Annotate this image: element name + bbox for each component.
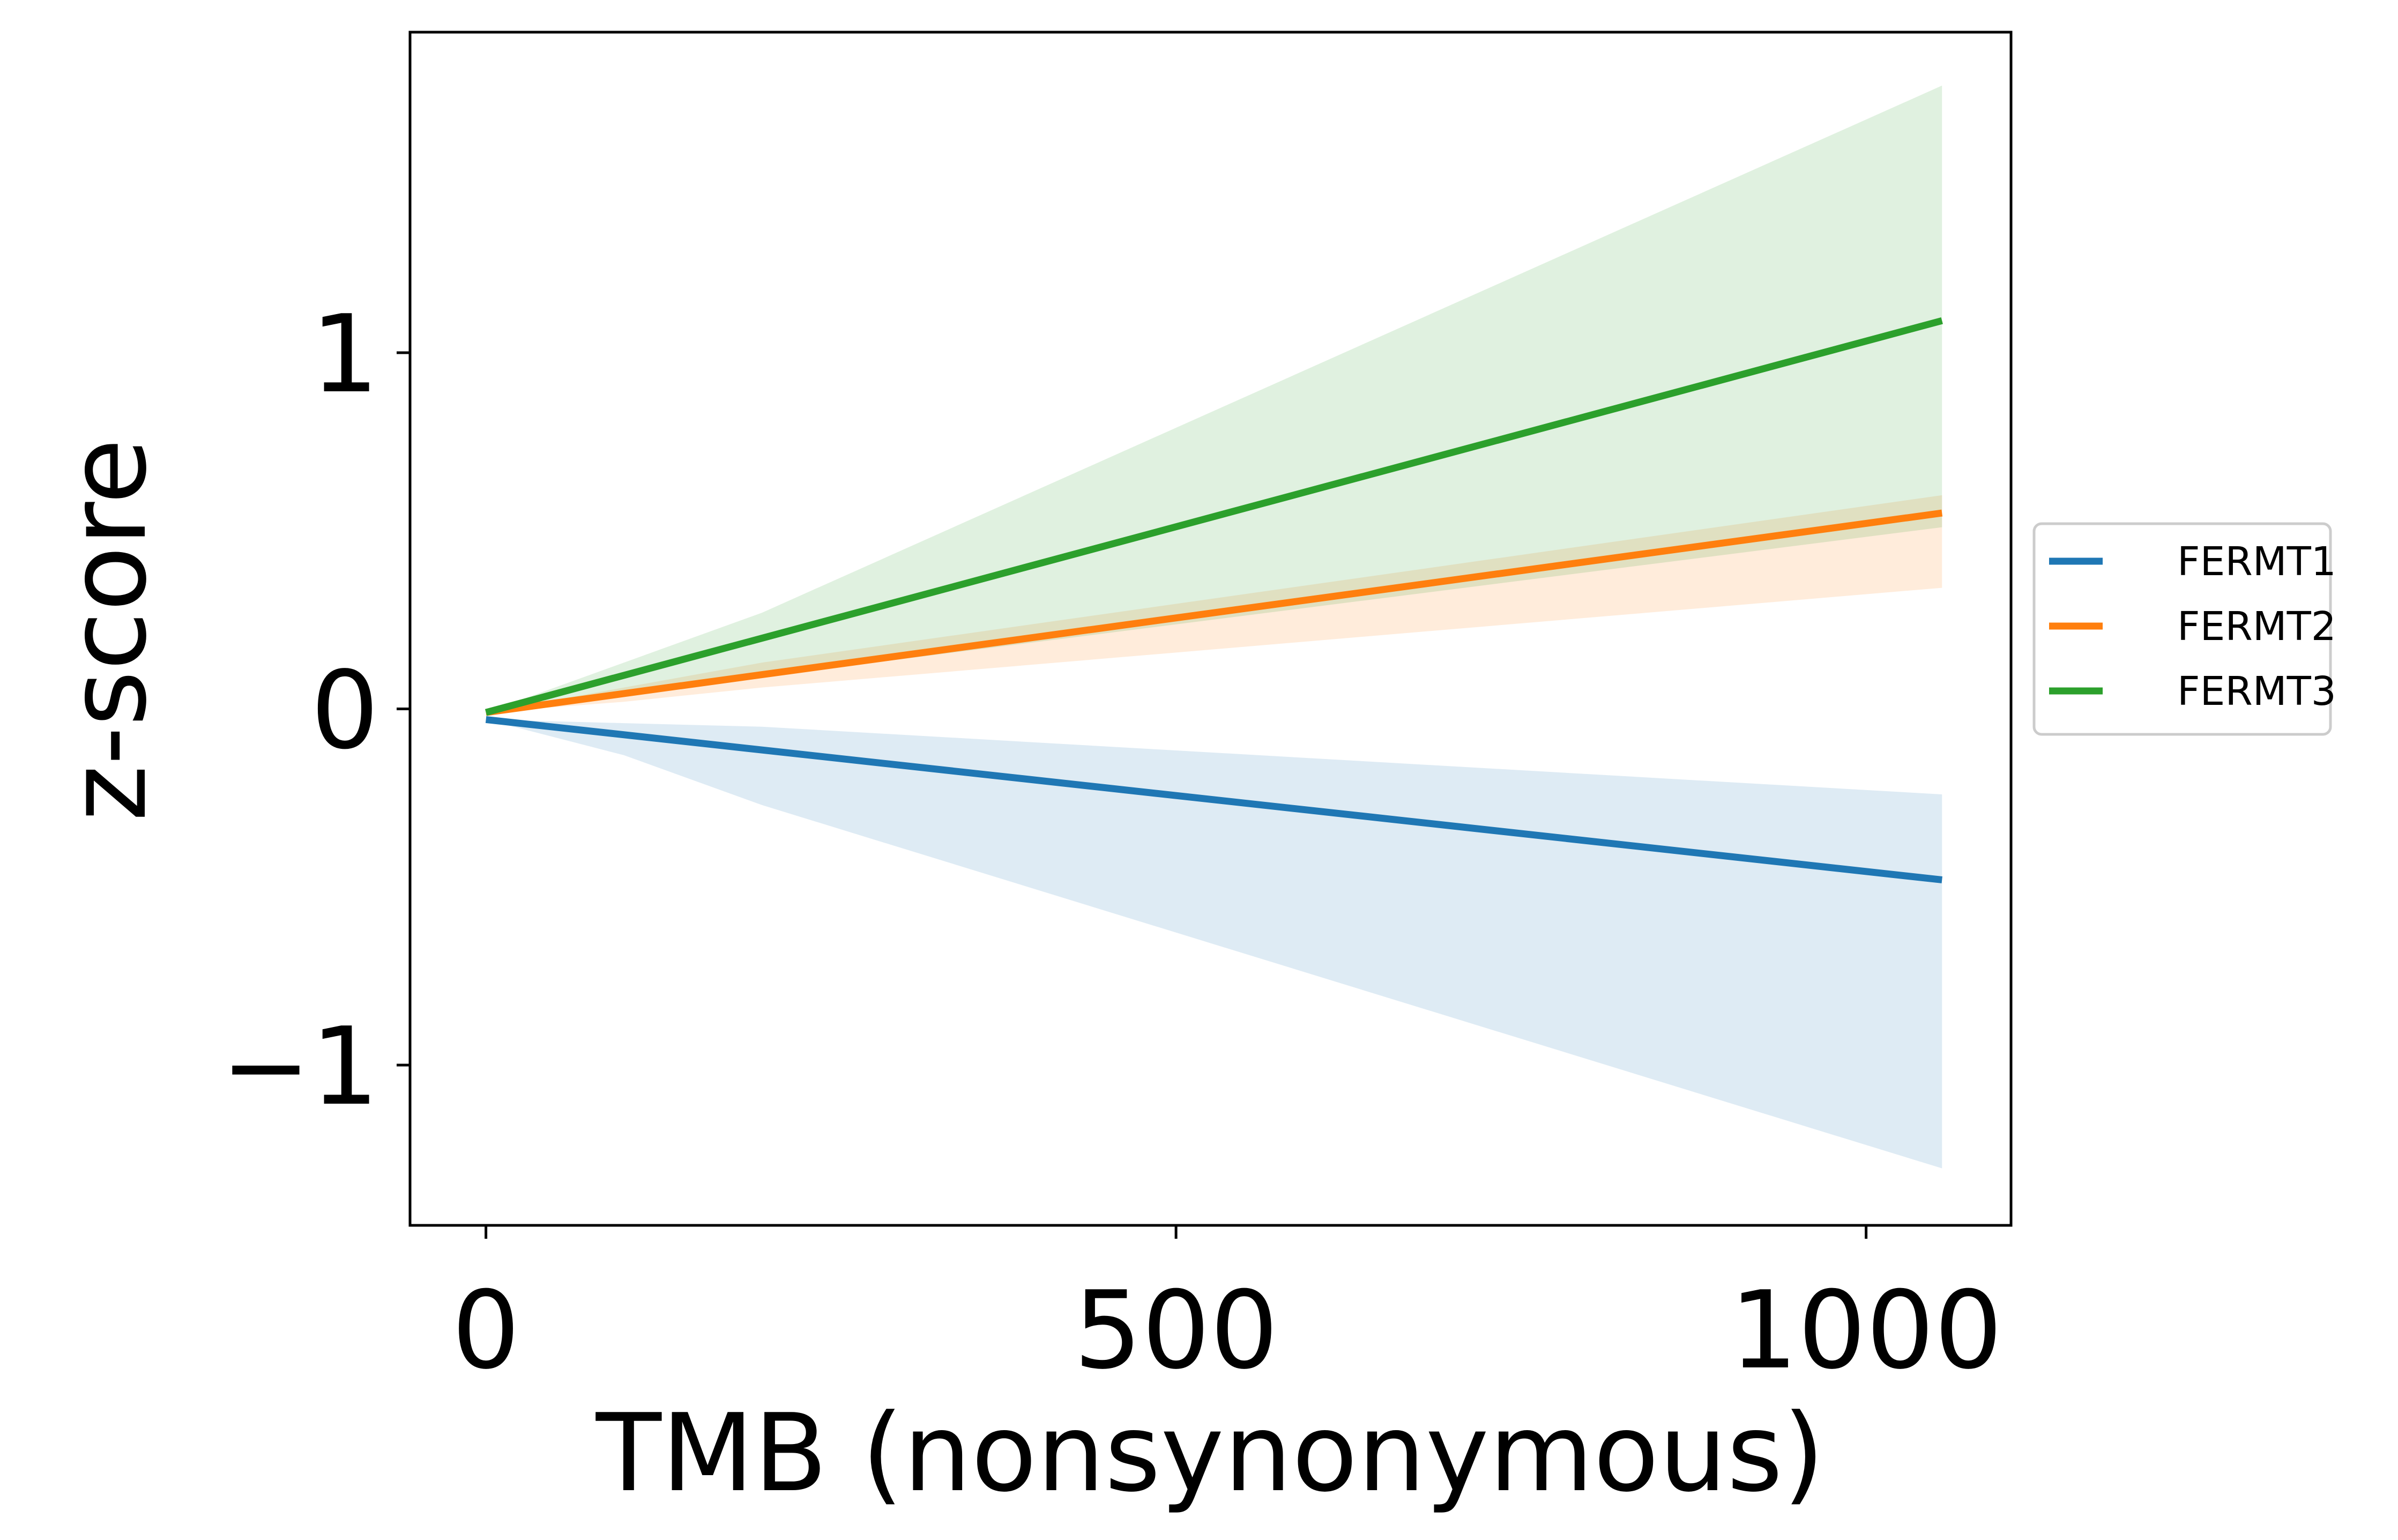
series-lines xyxy=(485,317,1943,883)
legend-label-fermt2: FERMT2 xyxy=(2177,604,2336,650)
band-fermt3 xyxy=(486,85,1942,713)
x-tick-label: 1000 xyxy=(1730,1268,2002,1393)
legend: FERMT1 FERMT2 FERMT3 xyxy=(2032,522,2336,736)
series-line-fermt2 xyxy=(485,509,1943,716)
x-tick-label: 0 xyxy=(452,1268,520,1393)
y-tick-label: 0 xyxy=(311,649,379,773)
legend-label-fermt1: FERMT1 xyxy=(2177,539,2336,585)
band-fermt1 xyxy=(486,719,1942,1169)
series-line-fermt1 xyxy=(485,716,1942,883)
y-tick-label: 1 xyxy=(311,292,379,417)
y-tick-label: −1 xyxy=(221,1005,379,1129)
y-axis: −1 0 1 xyxy=(221,292,410,1129)
legend-label-fermt3: FERMT3 xyxy=(2177,668,2336,715)
plot-frame xyxy=(408,31,2013,1227)
legend-box xyxy=(2032,522,2332,736)
x-axis-label: TMB (nonsynonymous) xyxy=(595,1391,1824,1516)
band-fermt2 xyxy=(486,495,1942,713)
series-line-fermt3 xyxy=(485,317,1943,716)
legend-items: FERMT1 FERMT2 FERMT3 xyxy=(2049,539,2336,715)
x-tick-label: 500 xyxy=(1074,1268,1278,1393)
y-axis-label: z-score xyxy=(46,438,170,822)
confidence-bands xyxy=(486,85,1942,1169)
x-axis: 0 500 1000 xyxy=(452,1225,2002,1393)
